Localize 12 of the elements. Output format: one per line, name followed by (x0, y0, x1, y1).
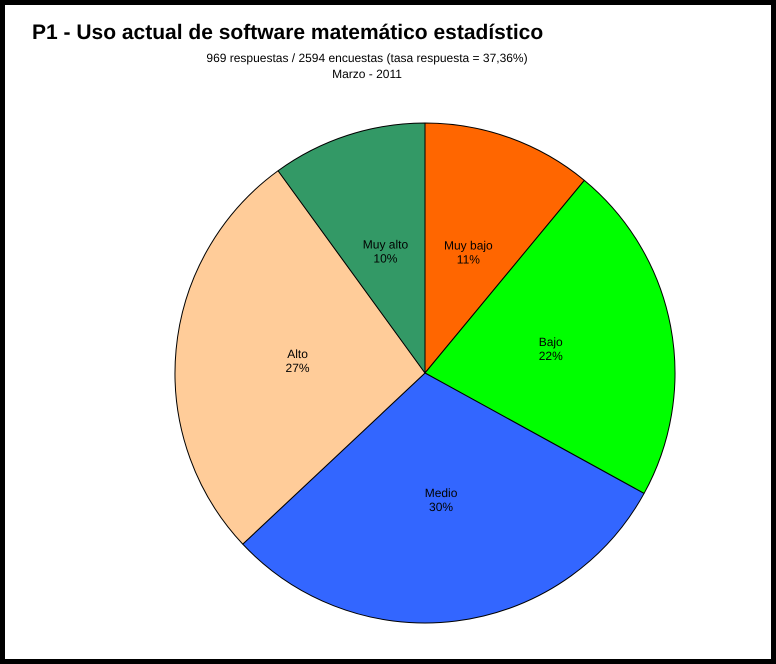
slice-label: Muy bajo (444, 238, 494, 253)
slice-label: Bajo (538, 335, 564, 350)
chart-title: P1 - Uso actual de software matemático estadístico (32, 21, 544, 44)
slice-label: Alto (287, 346, 308, 361)
slice-label: Muy alto (362, 237, 408, 252)
data-label: 30% (429, 500, 454, 514)
data-label: 22% (538, 349, 564, 364)
chart-subtitle: 969 respuestas / 2594 encuestas (tasa respuesta = 37,36%) Marzo - 2011 (206, 51, 528, 81)
slice-label: Medio (424, 486, 458, 500)
data-label: 10% (373, 251, 398, 266)
data-label: 27% (286, 360, 310, 375)
data-label: 11% (456, 252, 480, 267)
